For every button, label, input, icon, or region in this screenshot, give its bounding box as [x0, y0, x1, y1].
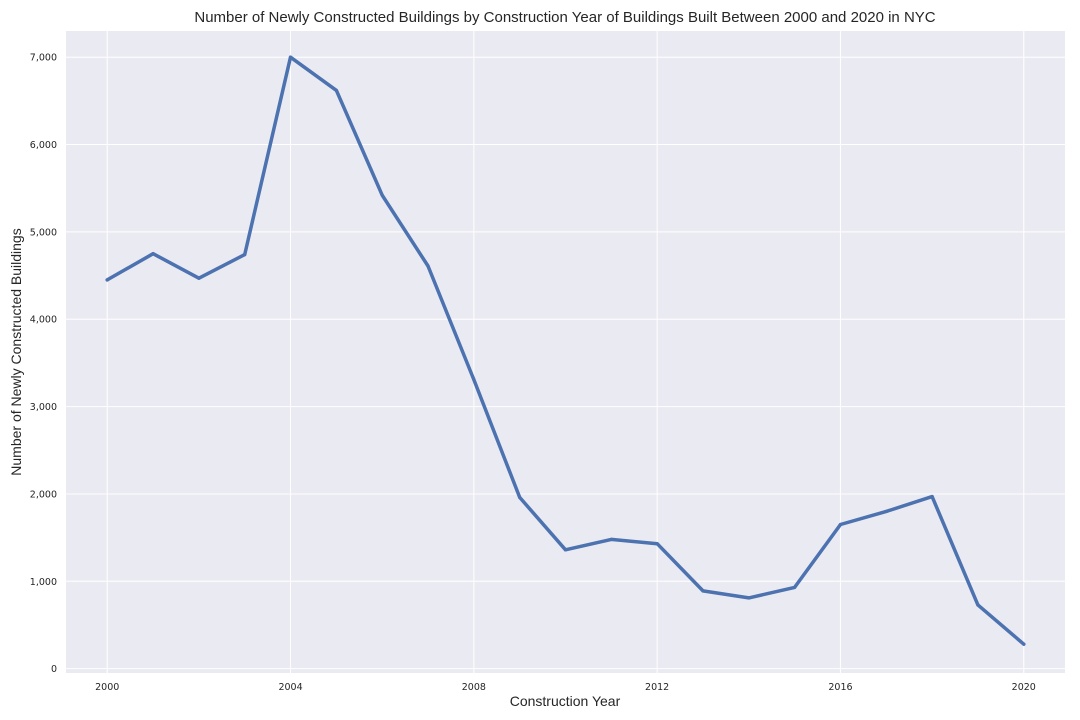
y-tick-label: 3,000: [30, 402, 57, 413]
data-point: [930, 494, 934, 499]
data-point: [1022, 642, 1026, 646]
data-point: [747, 596, 751, 600]
data-point: [838, 522, 843, 527]
y-tick-label: 1,000: [30, 577, 57, 588]
grid: [66, 31, 1065, 673]
x-tick-label: 2016: [828, 682, 852, 693]
data-point: [563, 548, 568, 552]
data-point: [334, 88, 338, 92]
data-point: [197, 276, 201, 280]
y-tick-label: 6,000: [30, 140, 57, 151]
data-point: [884, 509, 888, 514]
data-point: [288, 55, 293, 59]
x-tick-label: 2020: [1012, 682, 1036, 693]
x-tick-label: 2000: [95, 682, 119, 693]
data-point: [380, 193, 384, 197]
plot-area: [66, 31, 1065, 673]
data-point: [426, 264, 430, 268]
y-tick-label: 5,000: [30, 227, 57, 238]
y-tick-label: 7,000: [30, 53, 57, 64]
data-point: [793, 585, 797, 590]
data-point: [609, 537, 613, 541]
data-point: [655, 542, 659, 546]
y-tick-label: 4,000: [30, 315, 57, 326]
data-point: [701, 589, 705, 593]
data-point: [518, 495, 522, 500]
y-tick-label: 2,000: [30, 489, 57, 500]
data-point: [976, 603, 980, 607]
x-axis-ticks: 2000 2004 2008 2012 2016 2020: [95, 682, 1036, 693]
y-tick-label: 0: [51, 664, 57, 675]
y-axis-label: Number of Newly Constructed Buildings: [8, 228, 24, 475]
data-point: [472, 377, 476, 382]
data-point: [243, 253, 247, 257]
series-group: [105, 55, 1026, 646]
x-tick-label: 2012: [645, 682, 669, 693]
chart-title: Number of Newly Constructed Buildings by…: [194, 9, 935, 26]
data-point: [151, 252, 155, 256]
x-tick-label: 2004: [278, 682, 302, 693]
x-axis-label: Construction Year: [510, 693, 621, 709]
y-axis-ticks: 0 1,000 2,000 3,000 4,000 5,000 6,000 7,000: [30, 53, 57, 675]
x-tick-label: 2008: [462, 682, 486, 693]
data-point: [105, 278, 109, 282]
